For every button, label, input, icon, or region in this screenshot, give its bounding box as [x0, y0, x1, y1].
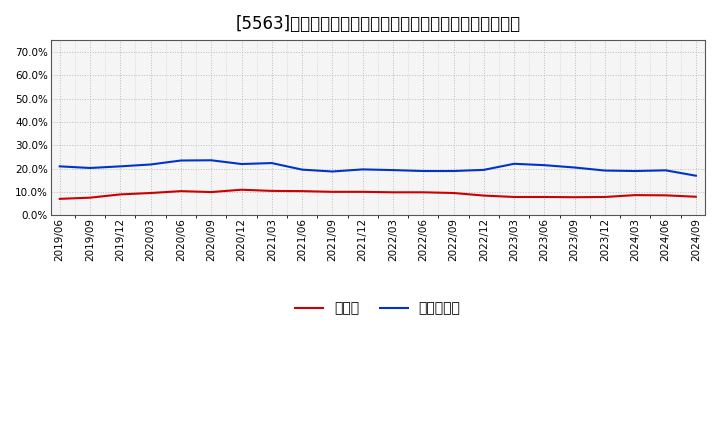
現須金 [449, 191, 458, 196]
有利子負債 [328, 169, 337, 174]
現須金 [631, 192, 639, 198]
有利子負債 [692, 173, 701, 178]
現須金 [661, 193, 670, 198]
有利子負債 [146, 162, 155, 167]
有利子負債 [449, 169, 458, 174]
Title: [5563]　現須金、有利子負債の総資産に対する比率の推移: [5563] 現須金、有利子負債の総資産に対する比率の推移 [235, 15, 521, 33]
現須金 [207, 190, 215, 195]
現須金 [692, 194, 701, 199]
現須金 [419, 190, 428, 195]
現須金 [176, 188, 185, 194]
現須金 [480, 193, 488, 198]
現須金 [359, 189, 367, 194]
現須金 [389, 190, 397, 195]
有利子負債 [600, 168, 609, 173]
有利子負債 [389, 168, 397, 173]
有利子負債 [631, 169, 639, 174]
有利子負債 [116, 164, 125, 169]
有利子負債 [570, 165, 579, 170]
現須金 [237, 187, 246, 192]
Line: 有利子負債: 有利子負債 [60, 160, 696, 176]
Line: 現須金: 現須金 [60, 190, 696, 199]
現須金 [328, 189, 337, 194]
現須金 [267, 188, 276, 194]
Legend: 現須金, 有利子負債: 現須金, 有利子負債 [289, 296, 466, 321]
有利子負債 [661, 168, 670, 173]
現須金 [86, 195, 94, 200]
有利子負債 [419, 169, 428, 174]
現須金 [510, 194, 518, 200]
現須金 [116, 192, 125, 197]
有利子負債 [176, 158, 185, 163]
有利子負債 [480, 167, 488, 172]
有利子負債 [237, 161, 246, 167]
有利子負債 [55, 164, 64, 169]
有利子負債 [207, 158, 215, 163]
現須金 [55, 196, 64, 202]
有利子負債 [86, 165, 94, 171]
有利子負債 [510, 161, 518, 166]
有利子負債 [298, 167, 307, 172]
現須金 [600, 194, 609, 200]
有利子負債 [359, 167, 367, 172]
現須金 [540, 194, 549, 200]
現須金 [146, 191, 155, 196]
現須金 [570, 194, 579, 200]
有利子負債 [540, 162, 549, 168]
現須金 [298, 188, 307, 194]
有利子負債 [267, 161, 276, 166]
